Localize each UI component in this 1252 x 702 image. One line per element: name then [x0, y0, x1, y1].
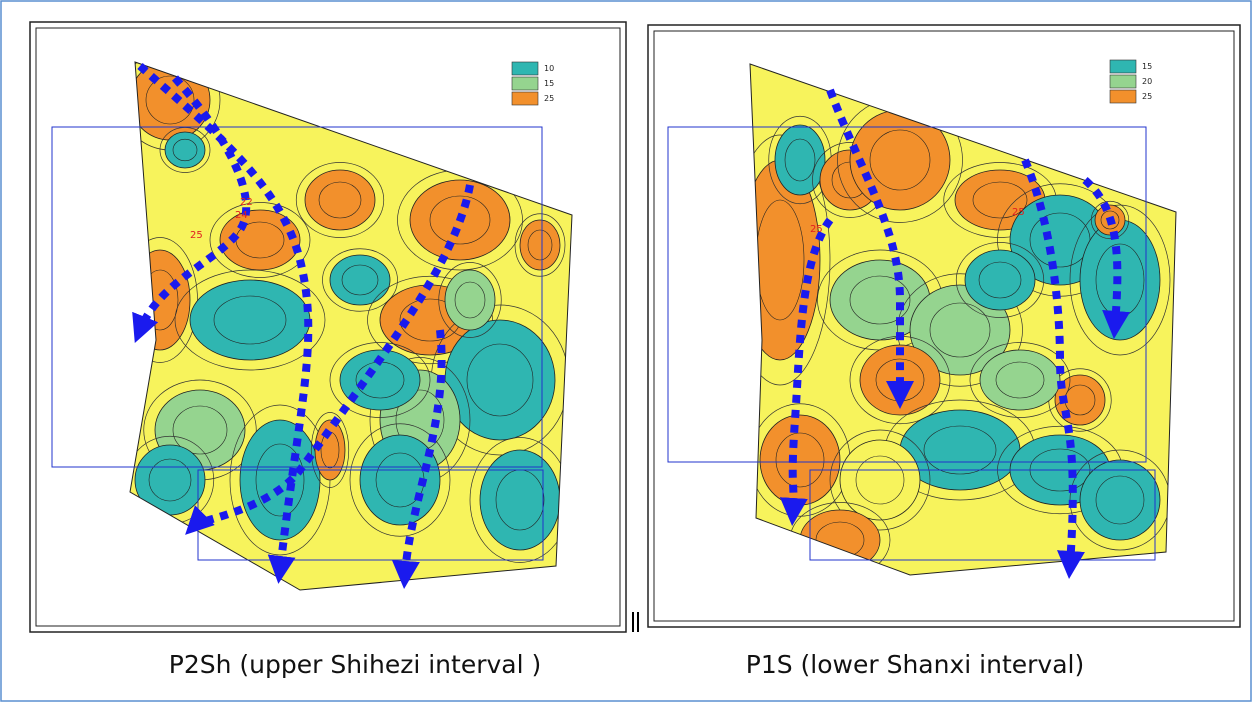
- contour-zone: [445, 320, 555, 440]
- contour-zone: [445, 270, 495, 330]
- annotation: 25: [190, 230, 203, 241]
- legend-label: 15: [1142, 62, 1152, 71]
- contour-zone: [840, 440, 920, 520]
- legend-label: 25: [1142, 92, 1152, 101]
- map-panel: 25 25 15 20 25: [648, 25, 1240, 627]
- caption: P1S (lower Shanxi interval): [746, 650, 1084, 679]
- contour-zone: [330, 255, 390, 305]
- contour-zone: [480, 450, 560, 550]
- legend-swatch: [512, 92, 538, 105]
- contour-zone: [775, 125, 825, 195]
- contour-zone: [305, 170, 375, 230]
- legend-label: 15: [544, 79, 554, 88]
- annotation: 22: [240, 197, 253, 208]
- legend-label: 10: [544, 64, 554, 73]
- map-panel: 22 24 25 10 15 25: [30, 22, 626, 632]
- legend-swatch: [1110, 75, 1136, 88]
- annotation: 25: [1012, 207, 1025, 218]
- contour-zone: [360, 435, 440, 525]
- annotation: 25: [810, 224, 823, 235]
- legend-swatch: [1110, 60, 1136, 73]
- legend-swatch: [512, 62, 538, 75]
- contour-zone: [1080, 460, 1160, 540]
- contour-zone: [190, 280, 310, 360]
- legend-swatch: [512, 77, 538, 90]
- legend-swatch: [1110, 90, 1136, 103]
- legend-label: 25: [544, 94, 554, 103]
- figure: 22 24 25 10 15 25 P2Sh (upper Shihezi interval…: [0, 0, 1252, 702]
- legend-label: 20: [1142, 77, 1152, 86]
- contour-zone: [760, 415, 840, 505]
- contour-zone: [980, 350, 1060, 410]
- annotation: 24: [235, 210, 248, 221]
- contour-zone: [165, 132, 205, 168]
- caption: P2Sh (upper Shihezi interval ): [169, 650, 542, 679]
- contour-zone: [520, 220, 560, 270]
- contour-zone: [965, 250, 1035, 310]
- contour-zone: [240, 420, 320, 540]
